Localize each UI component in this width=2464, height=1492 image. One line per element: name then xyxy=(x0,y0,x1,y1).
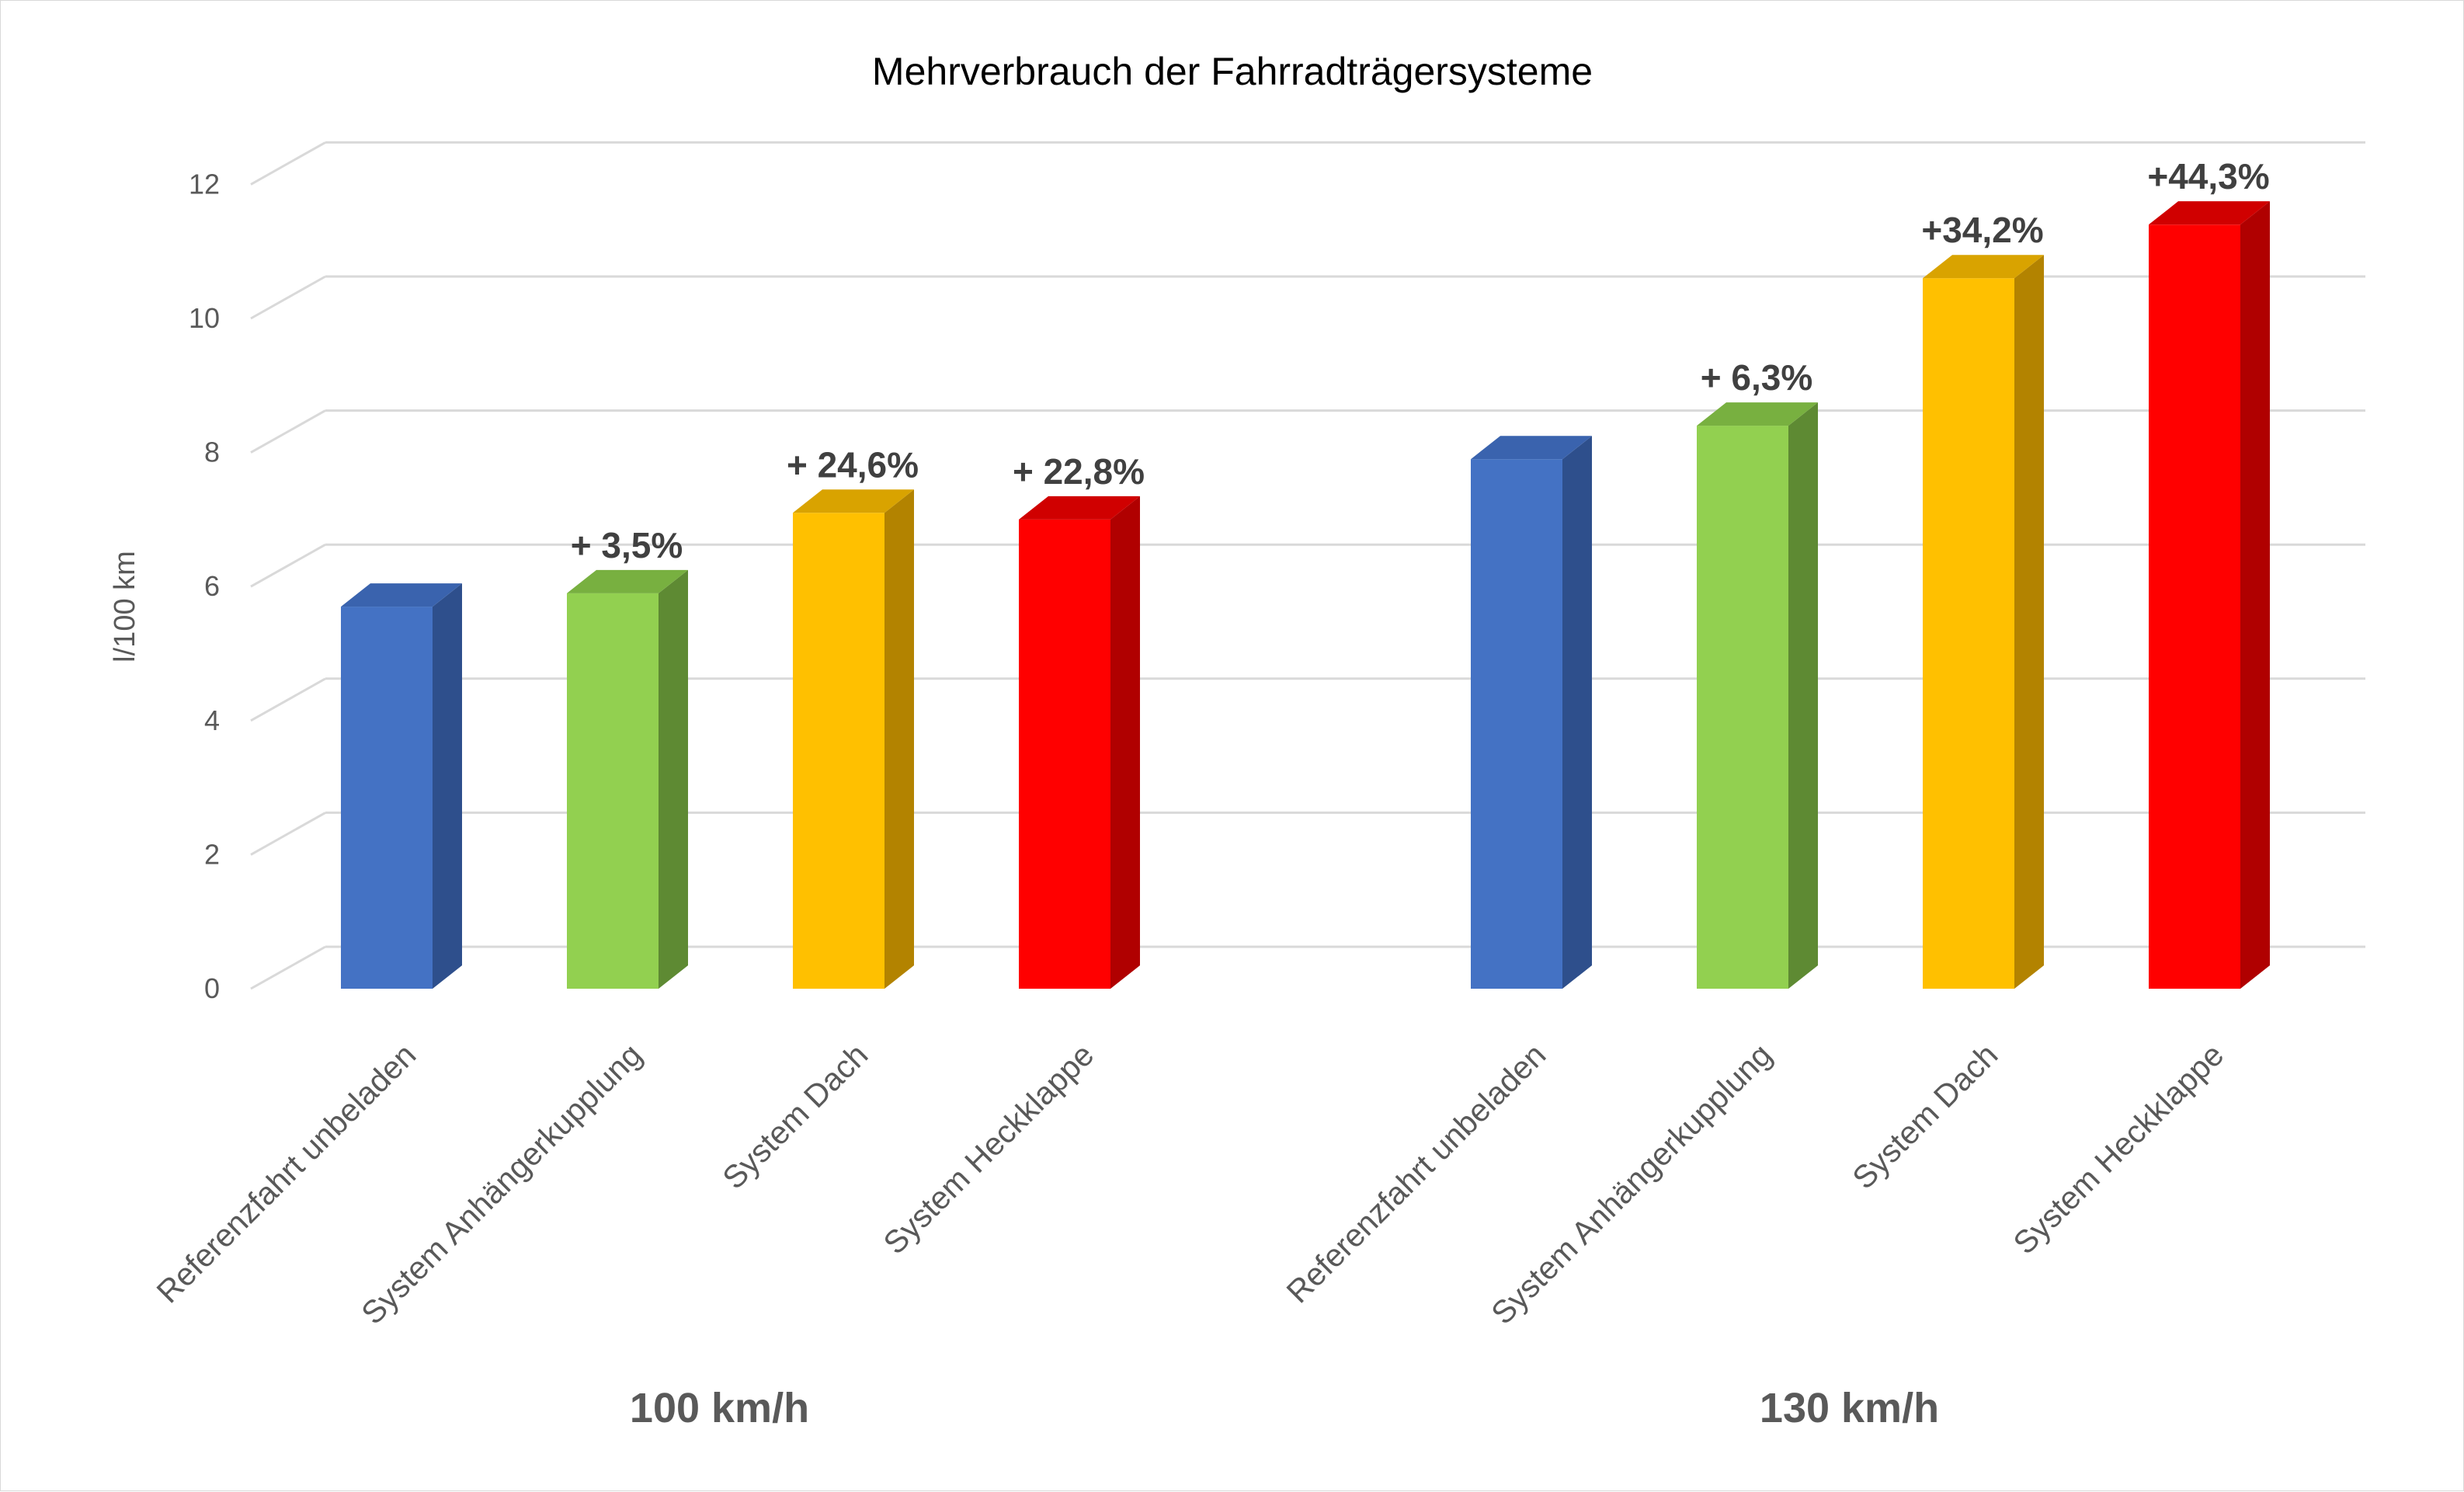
bar-front xyxy=(341,607,433,989)
bar-top xyxy=(793,489,914,513)
x-tick-label: System Heckklappe xyxy=(2007,1037,2231,1261)
group-labels: 100 km/h 130 km/h xyxy=(630,1385,1939,1431)
x-tick-label: System Dach xyxy=(1845,1037,2004,1196)
data-label: + 3,5% xyxy=(571,525,683,565)
data-label: + 6,3% xyxy=(1701,357,1813,398)
bar: + 22,8% xyxy=(1013,451,1145,989)
bar-side xyxy=(1562,436,1592,989)
bar-side xyxy=(2014,255,2044,989)
gridline-diagonal xyxy=(250,677,326,722)
chart-title: Mehrverbrauch der Fahrradträgersysteme xyxy=(872,50,1593,93)
bar-front xyxy=(1697,426,1788,989)
bar-front xyxy=(1019,519,1110,989)
bar: + 3,5% xyxy=(567,525,688,989)
bars: + 3,5% + 24,6% + 22,8% + 6,3% +34,2% +44,3% xyxy=(341,156,2270,989)
y-tick-label: 0 xyxy=(204,972,220,1004)
bar-front xyxy=(1471,459,1562,989)
y-tick-label: 12 xyxy=(189,168,220,200)
bar: + 6,3% xyxy=(1697,357,1818,989)
bar-top xyxy=(2149,201,2270,225)
bar-top xyxy=(341,583,462,607)
gridline-diagonal xyxy=(250,409,326,454)
bar: +44,3% xyxy=(2147,156,2270,989)
bar-side xyxy=(2240,201,2270,989)
bar-top xyxy=(567,569,688,593)
x-tick-label: System Heckklappe xyxy=(877,1037,1101,1261)
y-tick-label: 6 xyxy=(204,570,220,602)
gridline-diagonal xyxy=(250,141,326,186)
x-tick-label: Referenzfahrt unbeladen xyxy=(1280,1037,1553,1310)
bar-side xyxy=(1788,402,1818,989)
y-tick-label: 10 xyxy=(189,302,220,334)
bar-side xyxy=(884,489,914,989)
bar-front xyxy=(793,513,884,989)
bar xyxy=(341,583,462,989)
gridline-diagonal xyxy=(250,275,326,320)
data-label: + 22,8% xyxy=(1013,451,1145,492)
data-label: + 24,6% xyxy=(787,444,919,485)
group-label: 100 km/h xyxy=(630,1385,809,1431)
data-label: +44,3% xyxy=(2147,156,2269,196)
bar-top xyxy=(1019,496,1140,520)
y-axis-label: l/100 km xyxy=(109,551,141,663)
y-axis-ticks: 0 2 4 6 8 10 12 xyxy=(189,168,220,1004)
bar-side xyxy=(659,569,688,989)
bar-front xyxy=(1923,278,2014,989)
bar-front xyxy=(2149,224,2240,989)
data-label: +34,2% xyxy=(1921,210,2043,250)
bar-side xyxy=(1110,496,1140,989)
group-label: 130 km/h xyxy=(1760,1385,1939,1431)
bar-top xyxy=(1923,255,2044,279)
bar: +34,2% xyxy=(1921,210,2044,989)
bar-top xyxy=(1471,436,1592,460)
y-tick-label: 4 xyxy=(204,704,220,736)
bar xyxy=(1471,436,1592,989)
gridline-diagonal xyxy=(250,543,326,588)
bar-front xyxy=(567,593,659,989)
gridline-diagonal xyxy=(250,945,326,990)
bar-side xyxy=(433,583,462,989)
x-tick-label: System Dach xyxy=(715,1037,874,1196)
x-tick-label: Referenzfahrt unbeladen xyxy=(150,1037,423,1310)
y-tick-label: 2 xyxy=(204,838,220,870)
bar-top xyxy=(1697,402,1818,426)
bar: + 24,6% xyxy=(787,444,919,989)
gridline-diagonal xyxy=(250,812,326,856)
y-tick-label: 8 xyxy=(204,436,220,468)
